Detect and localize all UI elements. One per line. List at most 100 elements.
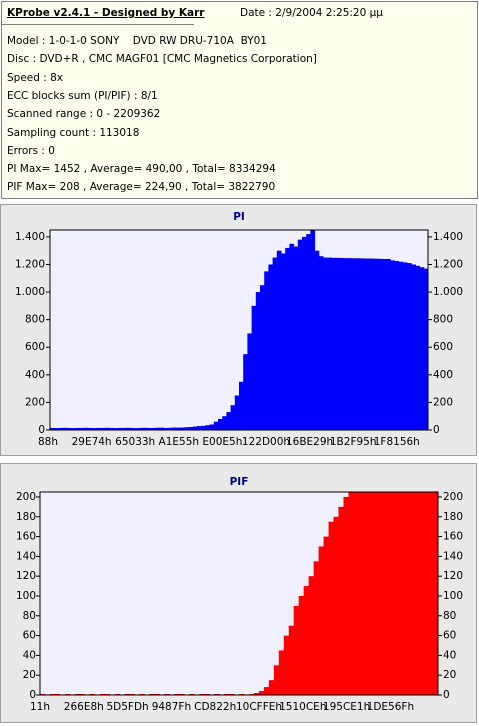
bar	[433, 492, 438, 695]
bar	[285, 247, 290, 430]
x-tick-label: 10CFFEh	[236, 701, 282, 713]
bar	[331, 257, 337, 430]
bar	[129, 427, 135, 430]
y2-tick-label: 80	[443, 610, 456, 622]
bar	[258, 691, 265, 695]
date: Date : 2/9/2004 2:25:20 μμ	[240, 7, 383, 19]
y-tick-label: 800	[25, 314, 45, 326]
bar	[142, 427, 148, 430]
bar	[268, 264, 274, 430]
bar	[344, 258, 349, 430]
bar	[419, 267, 425, 430]
y2-tick-label: 800	[433, 314, 453, 326]
y-tick-label: 100	[16, 590, 36, 602]
bar	[418, 492, 424, 695]
bar	[352, 258, 358, 430]
bar	[276, 250, 282, 430]
bar	[373, 258, 379, 430]
bar	[278, 650, 285, 695]
x-tick-label: 16BE29h	[286, 436, 333, 448]
bar	[318, 256, 324, 430]
bar	[335, 257, 341, 430]
y-tick-label: 160	[16, 531, 36, 543]
y-tick-label: 1.200	[15, 258, 45, 270]
pif-chart: PIF 0 0 20 20 40 40 60 60 80 80 100 100 120 120 140 140 1…	[0, 463, 477, 723]
bar	[218, 418, 223, 430]
bar	[378, 492, 384, 695]
bar	[50, 427, 55, 430]
bar	[184, 427, 190, 430]
bar	[393, 492, 399, 695]
x-tick-label: CD822h	[194, 701, 236, 713]
bar	[356, 258, 362, 430]
bar	[283, 635, 290, 695]
bar	[96, 427, 101, 430]
info-panel: KProbe v2.4.1 - Designed by Karr Date : …	[1, 1, 478, 199]
x-tick-label: 122D00h	[242, 436, 290, 448]
y2-tick-label: 0	[433, 424, 440, 436]
bar	[306, 234, 311, 430]
bar	[298, 595, 305, 695]
bar	[251, 305, 257, 430]
bar	[155, 427, 160, 430]
bar	[348, 258, 353, 430]
x-tick-label: 1DE56Fh	[367, 701, 414, 713]
y-tick-label: 0	[29, 689, 36, 701]
bar	[79, 427, 85, 430]
bar	[428, 492, 434, 695]
x-tick-label: 11h	[30, 701, 50, 713]
bar	[423, 268, 428, 430]
bar	[313, 561, 320, 695]
bar	[288, 625, 295, 695]
y2-tick-label: 1.000	[433, 286, 463, 298]
y2-tick-label: 40	[443, 649, 456, 661]
y-tick-label: 140	[16, 550, 36, 562]
bar	[394, 261, 400, 430]
bar	[201, 425, 206, 430]
y2-tick-label: 1.200	[433, 258, 463, 270]
y2-tick-label: 400	[433, 369, 453, 381]
y-tick-label: 80	[23, 610, 36, 622]
bar	[263, 687, 270, 695]
bar	[138, 427, 143, 430]
bar	[381, 258, 387, 430]
title-underline	[2, 24, 194, 25]
x-tick-label: 5D5FDh	[106, 701, 148, 713]
bar	[83, 427, 89, 430]
bar	[408, 492, 414, 695]
bar	[71, 428, 76, 430]
bar	[87, 427, 93, 430]
y-tick-label: 40	[23, 649, 36, 661]
bar	[303, 586, 310, 695]
bar	[360, 258, 366, 430]
bar	[293, 246, 299, 430]
bar	[180, 427, 185, 430]
y-tick-label: 20	[23, 669, 36, 681]
bar	[125, 427, 131, 430]
bar	[222, 416, 227, 430]
bar	[62, 427, 68, 430]
y2-tick-label: 1.400	[433, 231, 463, 243]
info-line: Model : 1-0-1-0 SONY DVD RW DRU-710A BY0…	[7, 35, 267, 47]
bar	[353, 492, 359, 695]
bar	[113, 428, 118, 430]
bar	[230, 405, 236, 430]
x-tick-label: 65033h	[115, 436, 155, 448]
bar	[100, 427, 106, 430]
bar	[273, 665, 280, 695]
bar	[365, 258, 370, 430]
bar	[163, 427, 169, 430]
y2-tick-label: 180	[443, 511, 463, 523]
bar	[358, 492, 364, 695]
y-tick-label: 200	[25, 396, 45, 408]
x-tick-label: 88h	[38, 436, 58, 448]
y-tick-label: 200	[16, 491, 36, 503]
app-title: KProbe v2.4.1 - Designed by Karr	[7, 7, 205, 19]
bar	[205, 425, 211, 430]
bar	[66, 427, 72, 430]
x-tick-label: 195CE1h	[323, 701, 370, 713]
bar	[368, 492, 374, 695]
y-tick-label: 1.000	[15, 286, 45, 298]
y-tick-label: 60	[23, 630, 36, 642]
